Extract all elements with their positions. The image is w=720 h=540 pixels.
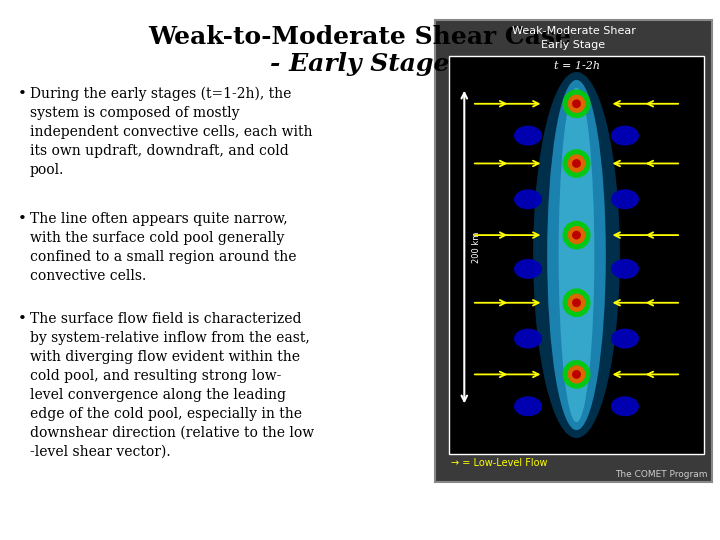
Ellipse shape — [567, 294, 585, 312]
Text: •: • — [18, 212, 27, 226]
Ellipse shape — [547, 80, 606, 430]
Text: During the early stages (t=1-2h), the
system is composed of mostly
independent c: During the early stages (t=1-2h), the sy… — [30, 87, 312, 177]
Ellipse shape — [611, 190, 639, 209]
Ellipse shape — [572, 299, 581, 307]
Ellipse shape — [559, 88, 594, 422]
Ellipse shape — [572, 370, 581, 379]
Ellipse shape — [514, 190, 542, 209]
Text: → = Low-Level Flow: → = Low-Level Flow — [451, 458, 547, 468]
Text: t = 1-2h: t = 1-2h — [554, 61, 600, 71]
Ellipse shape — [514, 329, 542, 348]
Text: - Early Stage: - Early Stage — [270, 52, 450, 76]
Text: Weak-to-Moderate Shear Case: Weak-to-Moderate Shear Case — [148, 25, 572, 49]
Bar — [435, 20, 712, 482]
Ellipse shape — [572, 99, 581, 108]
Ellipse shape — [572, 231, 581, 239]
Text: Weak-Moderate Shear: Weak-Moderate Shear — [512, 26, 636, 36]
Ellipse shape — [611, 396, 639, 416]
Ellipse shape — [567, 365, 585, 383]
Text: •: • — [18, 87, 27, 101]
Ellipse shape — [562, 90, 590, 118]
Ellipse shape — [514, 396, 542, 416]
Ellipse shape — [611, 126, 639, 146]
Ellipse shape — [562, 221, 590, 249]
Ellipse shape — [567, 226, 585, 244]
Ellipse shape — [572, 159, 581, 168]
Ellipse shape — [514, 126, 542, 146]
Text: Early Stage: Early Stage — [541, 40, 606, 50]
Text: •: • — [18, 312, 27, 326]
Ellipse shape — [562, 360, 590, 389]
Ellipse shape — [567, 94, 585, 113]
Ellipse shape — [533, 72, 620, 438]
Ellipse shape — [562, 288, 590, 317]
Ellipse shape — [611, 259, 639, 279]
Ellipse shape — [514, 259, 542, 279]
Ellipse shape — [562, 149, 590, 178]
Text: The surface flow field is characterized
by system-relative inflow from the east,: The surface flow field is characterized … — [30, 312, 314, 458]
Ellipse shape — [567, 154, 585, 173]
Bar — [449, 56, 704, 454]
Ellipse shape — [611, 329, 639, 348]
Text: The COMET Program: The COMET Program — [616, 470, 708, 479]
Text: The line often appears quite narrow,
with the surface cold pool generally
confin: The line often appears quite narrow, wit… — [30, 212, 297, 283]
Text: 200 km: 200 km — [472, 231, 481, 263]
